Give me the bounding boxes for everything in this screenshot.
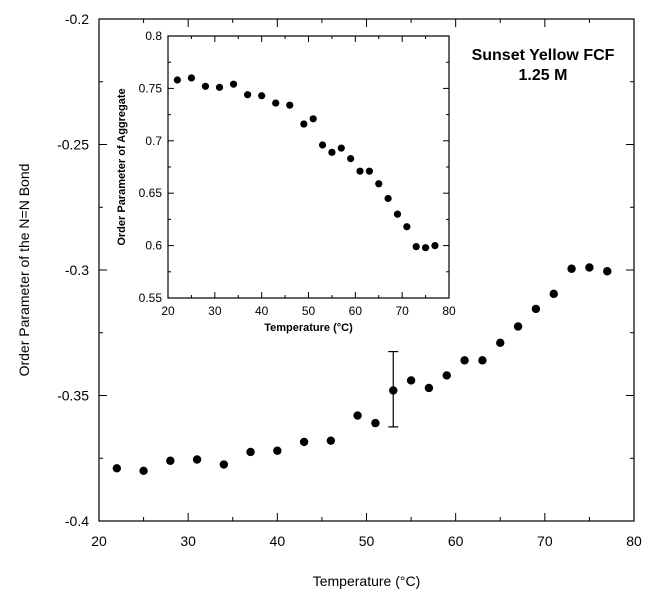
x-tick-label: 20 bbox=[91, 533, 107, 549]
data-point bbox=[173, 76, 181, 84]
data-point bbox=[442, 371, 451, 380]
data-point bbox=[244, 91, 252, 99]
data-point bbox=[496, 338, 505, 347]
data-point bbox=[286, 101, 294, 109]
y-tick-label: -0.35 bbox=[57, 388, 89, 404]
data-point bbox=[272, 99, 280, 107]
x-tick-label: 60 bbox=[448, 533, 464, 549]
x-axis-label: Temperature (°C) bbox=[313, 573, 421, 589]
data-point bbox=[273, 446, 282, 455]
data-point bbox=[258, 92, 266, 100]
y-axis-label: Order Parameter of the N=N Bond bbox=[16, 164, 32, 377]
data-point bbox=[139, 466, 148, 475]
x-tick-label: 50 bbox=[302, 304, 316, 318]
data-point bbox=[603, 267, 612, 276]
data-point bbox=[421, 244, 430, 252]
data-point bbox=[192, 455, 202, 464]
annotation-concentration: 1.25 M bbox=[519, 67, 568, 84]
data-point bbox=[201, 82, 210, 90]
x-tick-label: 70 bbox=[537, 533, 553, 549]
x-tick-label: 70 bbox=[395, 304, 409, 318]
data-point bbox=[353, 411, 362, 420]
x-tick-label: 80 bbox=[626, 533, 642, 549]
data-point bbox=[531, 304, 541, 314]
data-point bbox=[460, 356, 469, 365]
data-point bbox=[112, 464, 122, 473]
data-point bbox=[309, 115, 317, 123]
y-tick-label: -0.2 bbox=[65, 11, 89, 27]
y-tick-label: 0.65 bbox=[139, 186, 163, 200]
data-point bbox=[403, 223, 411, 231]
x-tick-label: 50 bbox=[359, 533, 375, 549]
data-point bbox=[478, 356, 487, 365]
data-point bbox=[326, 436, 336, 445]
data-point bbox=[219, 460, 229, 469]
annotation-compound: Sunset Yellow FCF bbox=[472, 47, 615, 64]
data-point bbox=[365, 167, 373, 175]
data-point bbox=[375, 180, 383, 188]
data-point bbox=[246, 447, 255, 457]
y-tick-label: -0.4 bbox=[65, 513, 89, 529]
x-axis-label: Temperature (°C) bbox=[264, 322, 353, 334]
data-point bbox=[513, 322, 523, 331]
data-point bbox=[384, 194, 392, 203]
data-point bbox=[389, 386, 398, 395]
x-tick-label: 60 bbox=[349, 304, 363, 318]
data-point bbox=[412, 243, 420, 251]
data-point bbox=[406, 376, 416, 385]
data-point bbox=[424, 383, 434, 393]
data-point bbox=[215, 83, 224, 91]
data-point bbox=[347, 155, 355, 163]
x-tick-label: 80 bbox=[442, 304, 456, 318]
x-tick-label: 20 bbox=[161, 304, 175, 318]
y-tick-label: -0.3 bbox=[65, 262, 89, 278]
data-point bbox=[166, 456, 175, 465]
data-point bbox=[337, 144, 345, 152]
data-point bbox=[356, 167, 364, 175]
data-point bbox=[318, 141, 327, 149]
x-tick-label: 40 bbox=[270, 533, 286, 549]
data-point bbox=[300, 120, 308, 128]
y-axis-label: Order Parameter of Aggregate bbox=[116, 88, 128, 245]
data-point bbox=[549, 289, 558, 299]
y-tick-label: 0.55 bbox=[139, 291, 163, 305]
y-tick-label: 0.7 bbox=[145, 134, 162, 148]
data-point bbox=[431, 242, 439, 250]
y-tick-label: 0.75 bbox=[139, 81, 163, 95]
data-point bbox=[328, 148, 336, 156]
x-tick-label: 30 bbox=[180, 533, 196, 549]
y-tick-label: 0.6 bbox=[145, 239, 162, 253]
plot-background bbox=[168, 36, 449, 298]
x-tick-label: 40 bbox=[255, 304, 269, 318]
y-tick-label: 0.8 bbox=[145, 29, 162, 43]
data-point bbox=[371, 418, 380, 428]
data-point bbox=[187, 74, 196, 82]
data-point bbox=[229, 80, 238, 88]
data-point bbox=[393, 210, 402, 218]
data-point bbox=[299, 437, 309, 447]
x-tick-label: 30 bbox=[208, 304, 222, 318]
data-point bbox=[585, 263, 594, 272]
inset-plot: 20 30 40 50 60 70 80 0.8 0.75 0.7 0.65 0.6 0.55 Tempe… bbox=[116, 29, 456, 334]
y-tick-label: -0.25 bbox=[57, 137, 89, 153]
data-point bbox=[567, 264, 576, 273]
